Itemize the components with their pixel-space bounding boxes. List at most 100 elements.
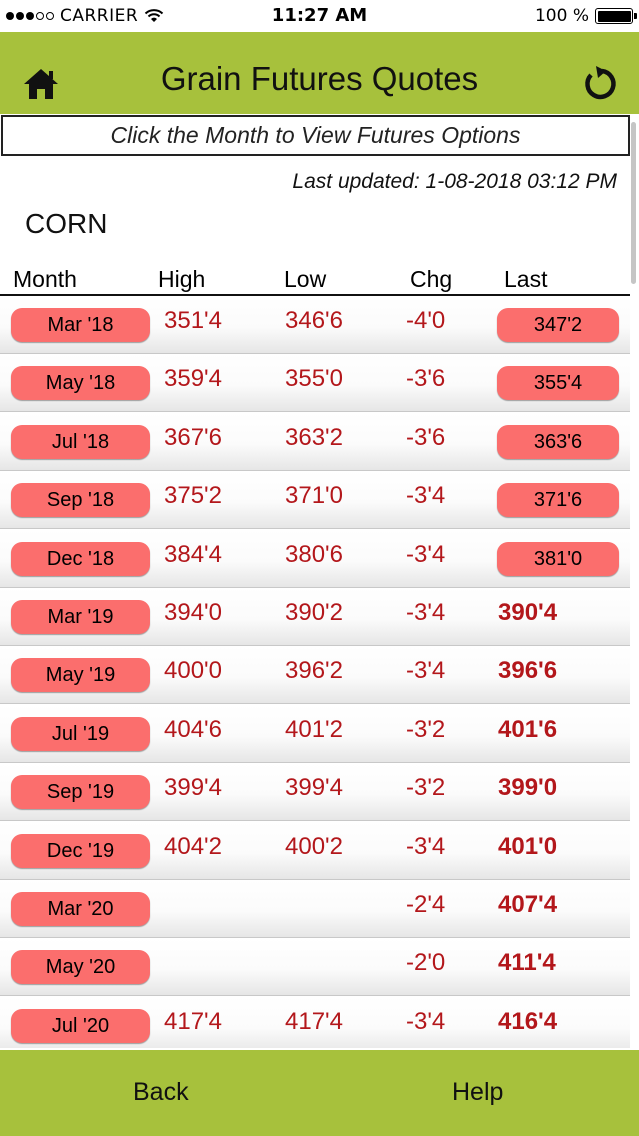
- status-left: CARRIER: [6, 5, 164, 27]
- month-button[interactable]: Sep '18: [11, 483, 150, 517]
- column-low: Low: [284, 266, 327, 292]
- last-value: 401'0: [498, 833, 558, 860]
- table-row: Mar '20 -2'4 407'4: [0, 880, 630, 938]
- change-value: -3'4: [406, 599, 446, 626]
- table-row: Dec '19 404'2 400'2 -3'4 401'0: [0, 822, 630, 880]
- table-row: Jul '19 404'6 401'2 -3'2 401'6: [0, 705, 630, 763]
- table-row: Mar '19 394'0 390'2 -3'4 390'4: [0, 588, 630, 646]
- month-button[interactable]: Sep '19: [11, 775, 150, 809]
- refresh-button[interactable]: [581, 65, 619, 103]
- signal-strength-icon: [6, 12, 54, 20]
- battery-percent: 100 %: [534, 6, 589, 26]
- home-button[interactable]: [22, 67, 60, 101]
- month-button[interactable]: May '20: [11, 950, 150, 984]
- change-value: -3'6: [406, 365, 446, 392]
- month-button[interactable]: Dec '18: [11, 542, 150, 576]
- column-chg: Chg: [410, 266, 453, 292]
- table-header: Month High Low Chg Last: [0, 262, 630, 296]
- change-value: -3'4: [406, 482, 446, 509]
- last-price-button[interactable]: 371'6: [497, 483, 619, 517]
- last-value: 401'6: [498, 716, 558, 743]
- month-button[interactable]: Mar '19: [11, 600, 150, 634]
- low-value: 417'4: [285, 1008, 343, 1035]
- carrier-label: CARRIER: [60, 6, 139, 26]
- high-value: 367'6: [164, 424, 222, 451]
- column-high: High: [158, 266, 206, 292]
- change-value: -3'2: [406, 716, 446, 743]
- month-button[interactable]: Jul '20: [11, 1009, 150, 1043]
- change-value: -3'2: [406, 774, 446, 801]
- last-price-button[interactable]: 381'0: [497, 542, 619, 576]
- last-value: 396'6: [498, 657, 558, 684]
- low-value: 363'2: [285, 424, 343, 451]
- month-button[interactable]: Mar '20: [11, 892, 150, 926]
- refresh-icon: [585, 66, 616, 100]
- high-value: 394'0: [164, 599, 222, 626]
- table-row: Dec '18 384'4 380'6 -3'4 381'0: [0, 530, 630, 588]
- change-value: -2'0: [406, 949, 446, 976]
- change-value: -3'4: [406, 657, 446, 684]
- last-value: 416'4: [498, 1008, 558, 1035]
- status-bar: CARRIER 11:27 AM 100 %: [0, 0, 639, 32]
- last-value: 411'4: [498, 949, 556, 976]
- last-price-button[interactable]: 347'2: [497, 308, 619, 342]
- high-value: 417'4: [164, 1008, 222, 1035]
- low-value: 346'6: [285, 307, 343, 334]
- low-value: 399'4: [285, 774, 343, 801]
- page-title: Grain Futures Quotes: [160, 60, 479, 97]
- last-price-button[interactable]: 355'4: [497, 366, 619, 400]
- low-value: 390'2: [285, 599, 343, 626]
- low-value: 400'2: [285, 833, 343, 860]
- table-row: Jul '18 367'6 363'2 -3'6 363'6: [0, 413, 630, 471]
- low-value: 396'2: [285, 657, 343, 684]
- help-button[interactable]: Help: [452, 1078, 504, 1106]
- low-value: 371'0: [285, 482, 343, 509]
- high-value: 399'4: [164, 774, 222, 801]
- last-value: 399'0: [498, 774, 558, 801]
- high-value: 400'0: [164, 657, 222, 684]
- low-value: 380'6: [285, 541, 343, 568]
- high-value: 384'4: [164, 541, 222, 568]
- table-row: Sep '18 375'2 371'0 -3'4 371'6: [0, 471, 630, 529]
- high-value: 404'2: [164, 833, 222, 860]
- low-value: 401'2: [285, 716, 343, 743]
- month-button[interactable]: Jul '19: [11, 717, 150, 751]
- change-value: -3'4: [406, 833, 446, 860]
- table-row: May '19 400'0 396'2 -3'4 396'6: [0, 646, 630, 704]
- battery-icon: [595, 8, 637, 24]
- home-icon: [24, 69, 58, 99]
- last-price-button[interactable]: 363'6: [497, 425, 619, 459]
- table-row: May '20 -2'0 411'4: [0, 938, 630, 996]
- month-button[interactable]: Dec '19: [11, 834, 150, 868]
- month-button[interactable]: May '18: [11, 366, 150, 400]
- back-button[interactable]: Back: [133, 1078, 189, 1106]
- month-button[interactable]: Jul '18: [11, 425, 150, 459]
- change-value: -2'4: [406, 891, 446, 918]
- app-header: Grain Futures Quotes: [0, 32, 639, 114]
- high-value: 359'4: [164, 365, 222, 392]
- scrollbar[interactable]: [631, 122, 636, 284]
- high-value: 375'2: [164, 482, 222, 509]
- high-value: 404'6: [164, 716, 222, 743]
- column-month: Month: [13, 266, 77, 292]
- change-value: -4'0: [406, 307, 446, 334]
- quotes-table[interactable]: Mar '18 351'4 346'6 -4'0 347'2 May '18 359'4 35…: [0, 296, 630, 1048]
- last-value: 390'4: [498, 599, 558, 626]
- commodity-title: CORN: [25, 208, 108, 239]
- table-row: Mar '18 351'4 346'6 -4'0 347'2: [0, 296, 630, 354]
- wifi-icon: [145, 9, 164, 22]
- footer-bar: Back Help: [0, 1050, 639, 1136]
- change-value: -3'4: [406, 1008, 446, 1035]
- change-value: -3'6: [406, 424, 446, 451]
- status-right: 100 %: [534, 5, 637, 27]
- change-value: -3'4: [406, 541, 446, 568]
- month-button[interactable]: Mar '18: [11, 308, 150, 342]
- month-button[interactable]: May '19: [11, 658, 150, 692]
- table-row: May '18 359'4 355'0 -3'6 355'4: [0, 354, 630, 412]
- high-value: 351'4: [164, 307, 222, 334]
- last-value: 407'4: [498, 891, 558, 918]
- table-row: Jul '20 417'4 417'4 -3'4 416'4: [0, 997, 630, 1048]
- status-time: 11:27 AM: [271, 5, 368, 26]
- futures-options-hint: Click the Month to View Futures Options: [1, 115, 630, 156]
- column-last: Last: [504, 266, 548, 292]
